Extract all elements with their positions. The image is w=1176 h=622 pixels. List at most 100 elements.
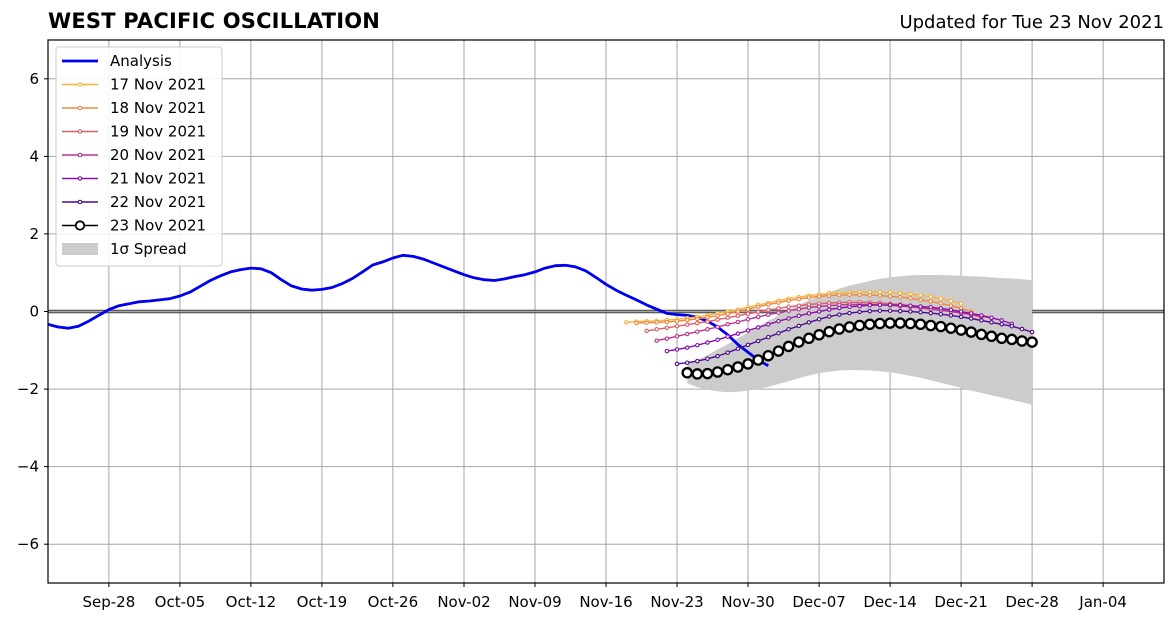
x-tick-label: Dec-21 [934, 593, 988, 611]
forecast-point [786, 327, 791, 332]
forecast-point [742, 358, 754, 370]
forecast-point [776, 318, 781, 324]
updated-date: Updated for Tue 23 Nov 2021 [899, 12, 1164, 33]
legend-label: 19 Nov 2021 [110, 123, 206, 141]
forecast-point [1026, 336, 1038, 348]
forecast-point [968, 316, 974, 321]
x-tick-label: Nov-23 [650, 593, 703, 611]
x-tick-label: Nov-30 [721, 593, 774, 611]
forecast-point [695, 316, 700, 322]
forecast-point [624, 320, 629, 325]
forecast-line [636, 294, 972, 324]
forecast-point [887, 308, 893, 313]
legend-marker [77, 199, 83, 205]
forecast-point [948, 298, 954, 304]
legend-marker [77, 105, 83, 111]
forecast-point [938, 301, 944, 306]
forecast-point [847, 310, 852, 316]
forecast-point [813, 329, 825, 341]
forecast-point [715, 353, 720, 359]
forecast-point [735, 313, 741, 319]
forecast-point [745, 342, 751, 348]
forecast-point [711, 366, 724, 378]
legend-marker [74, 220, 86, 231]
forecast-point [887, 302, 893, 308]
forecast-point [674, 361, 680, 367]
forecast-point [837, 312, 842, 317]
forecast-point [837, 305, 842, 311]
x-tick-label: Dec-14 [863, 593, 917, 611]
legend-marker [77, 82, 83, 87]
forecast-point [874, 317, 886, 330]
legend-marker [77, 152, 83, 158]
forecast-point [995, 332, 1008, 345]
forecast-point [664, 348, 670, 354]
legend-label: Analysis [110, 52, 172, 70]
forecast-point [745, 328, 751, 333]
forecast-point [965, 326, 977, 338]
forecast-point [999, 322, 1004, 327]
x-tick-label: Dec-07 [792, 593, 846, 611]
forecast-point [695, 342, 700, 348]
forecast-line [656, 303, 992, 342]
forecast-point [674, 347, 680, 352]
forecast-point [664, 325, 670, 331]
forecast-point [664, 319, 670, 325]
forecast-point [796, 296, 802, 302]
forecast-point [766, 312, 771, 317]
x-tick-label: Oct-26 [368, 593, 418, 611]
forecast-point [755, 314, 761, 320]
forecast-point [958, 309, 964, 314]
forecast-point [695, 329, 700, 334]
forecast-point [887, 294, 893, 299]
forecast-point [979, 318, 984, 323]
forecast-point [684, 360, 690, 365]
x-tick-label: Oct-05 [155, 593, 205, 611]
forecast-point [796, 303, 802, 308]
forecast-point [745, 317, 751, 322]
forecast-point [826, 303, 832, 308]
legend-label: 23 Nov 2021 [110, 217, 206, 235]
forecast-point [793, 336, 805, 348]
forecast-point [806, 305, 812, 310]
legend-label: 20 Nov 2021 [110, 146, 206, 164]
forecast-point [894, 317, 906, 329]
legend-swatch [62, 243, 98, 255]
forecast-point [705, 356, 710, 362]
forecast-point [705, 327, 710, 332]
forecast-point [776, 300, 781, 305]
forecast-point [766, 322, 771, 327]
forecast-point [948, 313, 954, 318]
forecast-point [644, 320, 649, 325]
forecast-point [776, 306, 781, 311]
forecast-point [782, 340, 795, 353]
forecast-point [786, 304, 791, 310]
spread-band [687, 275, 1033, 405]
forecast-point [914, 318, 927, 331]
forecast-point [725, 315, 730, 320]
forecast-point [745, 311, 751, 317]
forecast-point [928, 299, 933, 304]
forecast-point [766, 334, 771, 340]
forecast-point [918, 292, 923, 298]
forecast-point [803, 332, 815, 345]
forecast-point [684, 331, 690, 337]
forecast-point [897, 291, 903, 296]
y-tick-label: 2 [29, 225, 39, 243]
forecast-point [968, 311, 974, 316]
forecast-point [684, 345, 690, 350]
forecast-point [908, 296, 913, 301]
forecast-point [989, 320, 994, 325]
forecast-point [735, 346, 741, 351]
forecast-point [674, 334, 680, 339]
forecast-point [877, 289, 883, 295]
forecast-point [695, 358, 700, 364]
forecast-point [755, 309, 761, 315]
forecast-point [684, 317, 690, 323]
forecast-point [725, 311, 730, 317]
y-tick-label: 0 [29, 303, 39, 321]
forecast-point [938, 306, 944, 311]
forecast-point [837, 292, 842, 298]
forecast-point [1006, 333, 1018, 346]
